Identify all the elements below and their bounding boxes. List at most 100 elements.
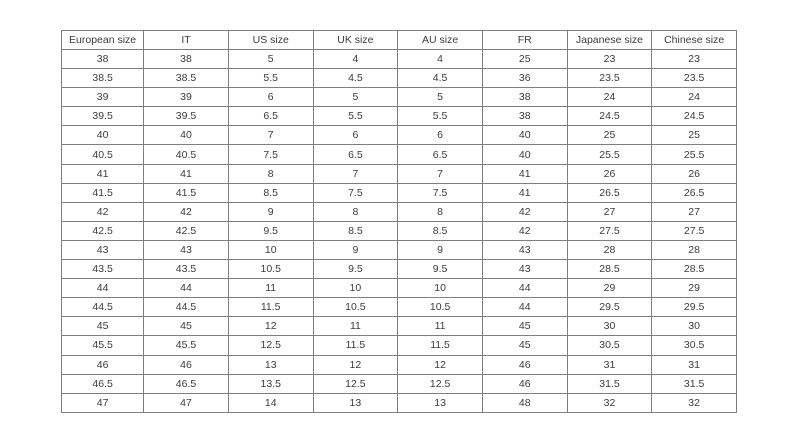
table-cell: 43: [143, 239, 229, 261]
table-cell: 9.5: [397, 259, 483, 280]
table-row: 44 44 11 10 10 44 29 29: [60, 278, 737, 299]
table-row: 44.5 44.5 11.5 10.5 10.5 44 29.5 29.5: [60, 297, 737, 318]
table-cell: 8: [397, 201, 483, 222]
table-cell: 28: [651, 239, 737, 261]
table-cell: 30: [651, 316, 737, 337]
table-cell: 38: [481, 106, 568, 127]
column-header: US size: [227, 30, 314, 50]
table-cell: 41: [60, 163, 145, 184]
table-cell: 23: [566, 48, 653, 70]
table-cell: 30.5: [566, 335, 653, 356]
table-cell: 39: [143, 87, 229, 108]
table-cell: 11: [227, 278, 314, 299]
table-cell: 11.5: [312, 335, 399, 356]
table-cell: 40.5: [60, 144, 145, 165]
table-cell: 27: [651, 201, 737, 222]
table-row: 40 40 7 6 6 40 25 25: [60, 125, 737, 146]
table-cell: 42: [60, 201, 145, 222]
size-conversion-table-container: European size IT US size UK size AU size FR Ja…: [60, 30, 737, 414]
table-cell: 7: [397, 163, 483, 184]
table-cell: 12.5: [227, 335, 314, 356]
table-cell: 23: [651, 48, 737, 70]
table-cell: 6: [397, 125, 483, 146]
table-cell: 12: [397, 354, 483, 375]
table-cell: 42.5: [60, 220, 145, 241]
table-cell: 26.5: [566, 182, 653, 203]
table-cell: 8.5: [397, 220, 483, 241]
table-cell: 40.5: [143, 144, 229, 165]
table-cell: 29: [566, 278, 653, 299]
table-cell: 31: [566, 354, 653, 375]
table-cell: 29.5: [651, 297, 737, 318]
table-cell: 6: [312, 125, 399, 146]
table-cell: 40: [481, 144, 568, 165]
table-cell: 43: [481, 259, 568, 280]
table-cell: 45: [143, 316, 229, 337]
table-cell: 25: [481, 48, 568, 70]
table-cell: 47: [60, 392, 145, 414]
table-cell: 38: [60, 48, 145, 70]
table-cell: 45.5: [143, 335, 229, 356]
table-cell: 27.5: [651, 220, 737, 241]
table-cell: 14: [227, 392, 314, 414]
table-cell: 10: [397, 278, 483, 299]
table-cell: 11: [397, 316, 483, 337]
table-cell: 31.5: [566, 373, 653, 394]
table-cell: 32: [566, 392, 653, 414]
table-cell: 25: [566, 125, 653, 146]
table-cell: 7.5: [227, 144, 314, 165]
table-cell: 46: [60, 354, 145, 375]
table-cell: 27.5: [566, 220, 653, 241]
table-cell: 6.5: [397, 144, 483, 165]
table-row: 46.5 46.5 13.5 12.5 12.5 46 31.5 31.5: [60, 373, 737, 394]
table-cell: 26: [566, 163, 653, 184]
table-cell: 46.5: [143, 373, 229, 394]
table-row: 41 41 8 7 7 41 26 26: [60, 163, 737, 184]
table-row: 40.5 40.5 7.5 6.5 6.5 40 25.5 25.5: [60, 144, 737, 165]
table-cell: 24.5: [566, 106, 653, 127]
table-cell: 7.5: [312, 182, 399, 203]
table-cell: 5.5: [397, 106, 483, 127]
table-cell: 43: [481, 239, 568, 261]
table-row: 42.5 42.5 9.5 8.5 8.5 42 27.5 27.5: [60, 220, 737, 241]
table-cell: 44.5: [143, 297, 229, 318]
table-cell: 9.5: [227, 220, 314, 241]
table-cell: 44.5: [60, 297, 145, 318]
table-row: 38 38 5 4 4 25 23 23: [60, 48, 737, 70]
table-cell: 8.5: [312, 220, 399, 241]
table-cell: 46: [481, 354, 568, 375]
column-header: European size: [60, 30, 145, 50]
table-cell: 11.5: [227, 297, 314, 318]
column-header: AU size: [397, 30, 483, 50]
table-cell: 41: [481, 163, 568, 184]
column-header: IT: [143, 30, 229, 50]
table-cell: 10: [312, 278, 399, 299]
table-row: 45.5 45.5 12.5 11.5 11.5 45 30.5 30.5: [60, 335, 737, 356]
table-cell: 32: [651, 392, 737, 414]
table-cell: 6.5: [312, 144, 399, 165]
table-cell: 29: [651, 278, 737, 299]
table-cell: 10.5: [397, 297, 483, 318]
table-cell: 7: [227, 125, 314, 146]
column-header: FR: [481, 30, 568, 50]
table-cell: 36: [481, 68, 568, 89]
table-row: 43.5 43.5 10.5 9.5 9.5 43 28.5 28.5: [60, 259, 737, 280]
column-header: UK size: [312, 30, 399, 50]
table-cell: 13: [227, 354, 314, 375]
table-cell: 25: [651, 125, 737, 146]
table-cell: 45: [481, 335, 568, 356]
table-cell: 38: [481, 87, 568, 108]
table-cell: 47: [143, 392, 229, 414]
size-conversion-table: European size IT US size UK size AU size FR Ja…: [60, 30, 737, 414]
table-cell: 13: [312, 392, 399, 414]
table-cell: 45: [60, 316, 145, 337]
table-cell: 40: [481, 125, 568, 146]
table-cell: 27: [566, 201, 653, 222]
table-cell: 23.5: [566, 68, 653, 89]
table-row: 38.5 38.5 5.5 4.5 4.5 36 23.5 23.5: [60, 68, 737, 89]
table-cell: 9.5: [312, 259, 399, 280]
table-cell: 39.5: [60, 106, 145, 127]
table-cell: 6.5: [227, 106, 314, 127]
table-cell: 44: [481, 278, 568, 299]
table-cell: 23.5: [651, 68, 737, 89]
